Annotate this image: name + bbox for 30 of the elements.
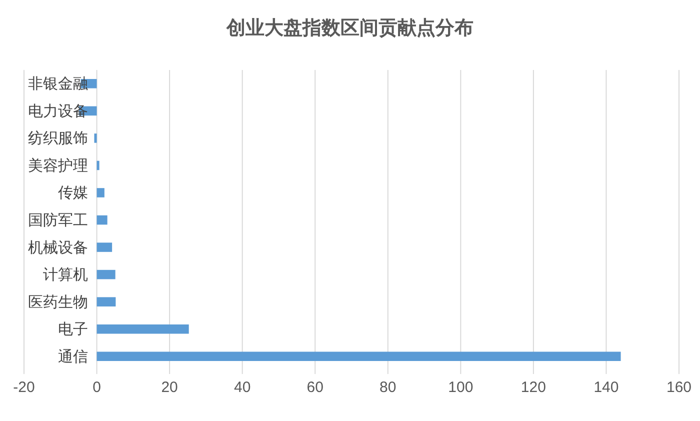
- bar: [96, 188, 104, 198]
- x-tick-label: 20: [161, 379, 178, 396]
- bar: [96, 352, 621, 361]
- y-tick-label: 电子: [58, 321, 88, 338]
- x-tick-label: 140: [594, 379, 619, 396]
- x-tick-label: 160: [666, 379, 692, 396]
- y-tick-label: 非银金融: [28, 76, 88, 93]
- y-tick-label: 通信: [58, 348, 88, 366]
- bar: [96, 242, 112, 252]
- chart-title: 创业大盘指数区间贡献点分布: [226, 17, 474, 39]
- y-tick-label: 纺织服饰: [28, 130, 88, 148]
- bar: [96, 215, 108, 225]
- y-tick-label: 美容护理: [28, 157, 88, 174]
- bar: [96, 324, 189, 334]
- x-tick-label: 40: [234, 379, 251, 396]
- y-tick-label: 计算机: [43, 266, 88, 284]
- bar: [94, 134, 97, 143]
- x-tick-label: 120: [520, 379, 546, 396]
- bar: [96, 297, 116, 306]
- y-tick-label: 机械设备: [28, 239, 88, 256]
- x-tick-label: 60: [306, 379, 324, 396]
- y-tick-label: 医药生物: [28, 294, 88, 311]
- bar: [96, 160, 100, 170]
- x-tick-label: 80: [380, 379, 396, 396]
- x-tick-label: -20: [13, 379, 35, 396]
- x-tick-label: 0: [92, 379, 101, 396]
- y-tick-label: 传媒: [58, 184, 88, 202]
- bar: [96, 270, 116, 280]
- x-tick-label: 100: [448, 379, 474, 396]
- y-tick-label: 国防军工: [28, 212, 88, 229]
